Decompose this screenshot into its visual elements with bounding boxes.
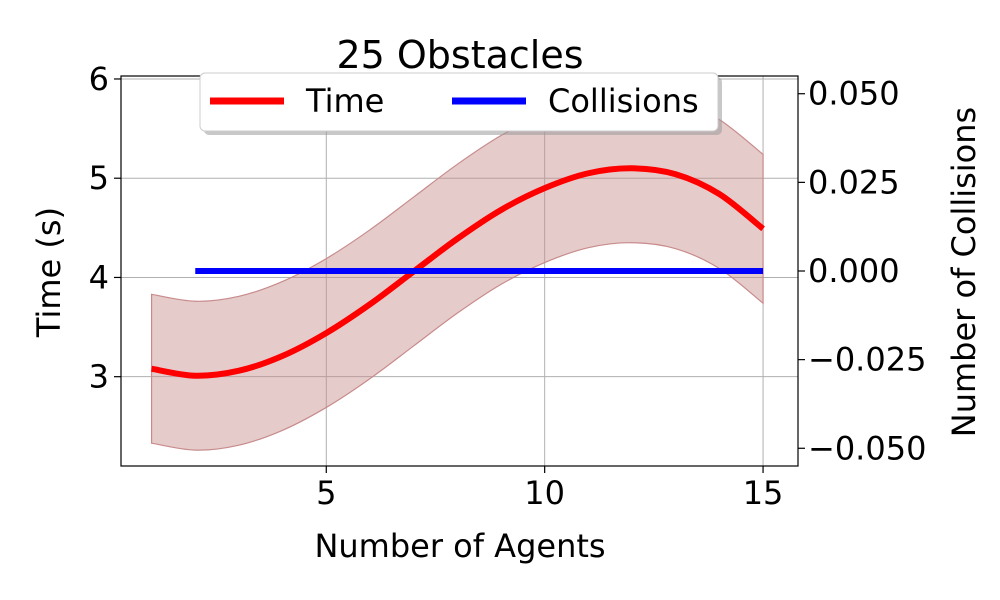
legend-label-collisions: Collisions (548, 82, 699, 120)
y-right-axis-title: Number of Collisions (945, 107, 983, 437)
y-right-tick-label-3: 0.025 (808, 163, 900, 201)
legend: Time Collisions (199, 72, 722, 135)
y-tick-label-4: 4 (89, 258, 109, 296)
y-right-tick-label-0: −0.050 (808, 429, 926, 467)
x-tick-label-15: 15 (743, 474, 784, 512)
y-tick-label-3: 3 (89, 358, 109, 396)
ticks-layer: 5 10 15 3 4 5 6 −0.050 −0.025 0.000 0.025 0.050 (89, 60, 927, 512)
series-line-time (151, 165, 765, 379)
series-layer (151, 165, 765, 379)
y-tick-label-6: 6 (89, 60, 109, 98)
y-right-tick-label-4: 0.050 (808, 75, 900, 113)
y-right-tick-label-2: 0.000 (808, 252, 900, 290)
chart-title: 25 Obstacles (336, 33, 583, 77)
x-tick-label-10: 10 (524, 474, 565, 512)
x-axis-title: Number of Agents (314, 527, 605, 565)
y-tick-label-5: 5 (89, 159, 109, 197)
y-right-tick-label-1: −0.025 (808, 341, 926, 379)
x-tick-label-5: 5 (316, 474, 336, 512)
legend-label-time: Time (305, 82, 384, 120)
y-axis-title: Time (s) (30, 207, 68, 338)
